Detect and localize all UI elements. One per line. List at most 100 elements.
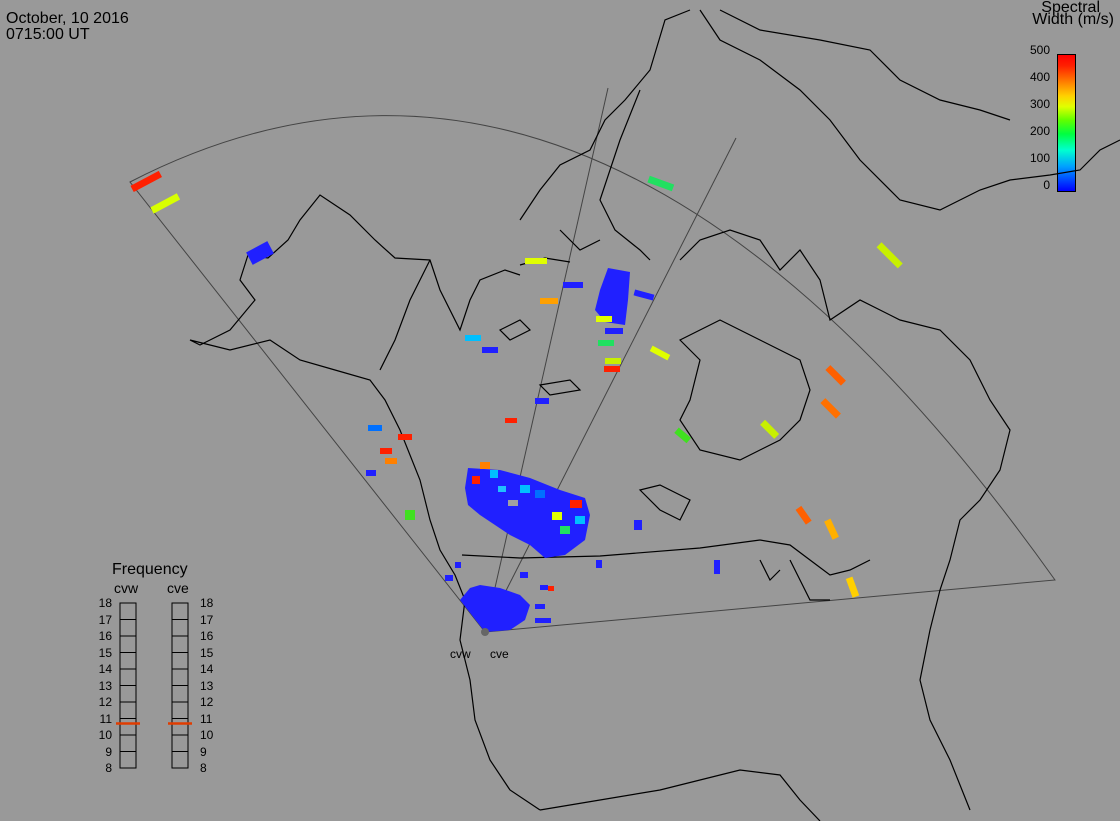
echo-cell bbox=[508, 500, 518, 506]
echo-cell bbox=[535, 490, 545, 498]
echo-cell bbox=[570, 500, 582, 508]
frequency-scale-label: 8 bbox=[105, 761, 112, 775]
frequency-scale-box-cvw bbox=[119, 685, 137, 703]
echo-cell bbox=[535, 398, 549, 404]
frequency-scale-label: 9 bbox=[105, 744, 112, 759]
echo-cell bbox=[366, 470, 376, 476]
frequency-scale-label: 14 bbox=[200, 662, 214, 676]
radar-label-cve: cve bbox=[490, 647, 509, 661]
great-lakes bbox=[759, 539, 871, 601]
echo-cell bbox=[760, 419, 780, 439]
frequency-scale-label: 15 bbox=[98, 645, 112, 660]
echo-cell bbox=[552, 512, 562, 520]
echo-cell bbox=[825, 365, 846, 386]
fov-divider-west bbox=[484, 87, 609, 633]
echo-cell bbox=[633, 289, 655, 301]
echo-patch-north bbox=[595, 268, 630, 325]
spectral-width-colorbar bbox=[1057, 54, 1076, 192]
frequency-scale-label: 12 bbox=[98, 695, 112, 709]
radar-label-cvw: cvw bbox=[450, 647, 471, 661]
echo-cell bbox=[490, 470, 498, 478]
echo-cell bbox=[634, 520, 642, 530]
time-label: 0715:00 UT bbox=[6, 26, 90, 43]
echo-cell bbox=[824, 518, 839, 540]
frequency-scale-box-cvw bbox=[119, 718, 137, 736]
frequency-scale-box-cve bbox=[171, 652, 189, 670]
colorbar-tick: 100 bbox=[1029, 151, 1050, 165]
frequency-scale-box-cvw bbox=[119, 751, 137, 769]
fov-outline bbox=[129, 87, 1056, 633]
echo-cell bbox=[548, 586, 554, 591]
frequency-radar-label-cvw: cvw bbox=[114, 580, 139, 596]
frequency-scale-label: 8 bbox=[200, 761, 207, 775]
echo-cell bbox=[596, 316, 612, 322]
echo-cell bbox=[368, 425, 382, 431]
frequency-scale-label: 13 bbox=[98, 678, 112, 693]
echo-cell bbox=[714, 560, 720, 574]
frequency-scale-label: 11 bbox=[200, 711, 213, 726]
echo-cell bbox=[535, 604, 545, 609]
west-coast bbox=[189, 254, 541, 811]
greenland-coast bbox=[699, 9, 1120, 211]
echo-cell bbox=[560, 526, 570, 534]
echo-patch-near bbox=[460, 585, 530, 632]
echo-cell bbox=[480, 462, 490, 469]
echo-cell bbox=[405, 510, 415, 520]
colorbar-title-line1: Spectral bbox=[1041, 0, 1100, 16]
echo-cell bbox=[605, 358, 621, 364]
date-label: October, 10 2016 bbox=[6, 10, 129, 27]
frequency-scale-label: 12 bbox=[200, 695, 214, 709]
echo-cell bbox=[150, 193, 181, 214]
frequency-scale-label: 16 bbox=[98, 629, 112, 643]
us-canada-border bbox=[461, 539, 761, 559]
east-coast bbox=[679, 229, 1011, 811]
coastlines bbox=[189, 9, 1120, 821]
echo-cell bbox=[505, 418, 517, 423]
frequency-scale-label: 17 bbox=[200, 612, 214, 627]
echo-cell bbox=[445, 575, 453, 581]
echo-cell bbox=[820, 398, 841, 419]
frequency-scale-box-cve bbox=[171, 701, 189, 719]
colorbar-tick: 200 bbox=[1029, 124, 1050, 138]
frequency-scale-box-cvw bbox=[119, 734, 137, 752]
echo-cell bbox=[596, 560, 602, 568]
echo-cell bbox=[563, 282, 583, 288]
frequency-title: Frequency bbox=[112, 561, 188, 578]
echo-cell bbox=[520, 572, 528, 578]
echo-cell bbox=[380, 448, 392, 454]
frequency-scale-label: 18 bbox=[200, 596, 214, 610]
colorbar-tick: 300 bbox=[1029, 97, 1050, 111]
frequency-scale-box-cvw bbox=[119, 652, 137, 670]
fov-boundary bbox=[129, 115, 1056, 633]
echo-cell bbox=[525, 258, 547, 264]
echo-cell bbox=[604, 366, 620, 372]
echo-cell bbox=[385, 458, 397, 464]
frequency-scale-box-cve bbox=[171, 668, 189, 686]
echo-patch-mid bbox=[465, 468, 590, 558]
radar-site-marker bbox=[481, 628, 489, 636]
radar-echoes bbox=[130, 170, 903, 636]
echo-cell bbox=[130, 170, 163, 193]
north-coast bbox=[247, 194, 521, 332]
fov-divider-east bbox=[484, 137, 737, 633]
colorbar-tick: 0 bbox=[1043, 178, 1050, 192]
frequency-scale-box-cve bbox=[171, 619, 189, 637]
arctic-islands bbox=[519, 9, 691, 266]
frequency-scale-box-cve bbox=[171, 685, 189, 703]
echo-cell bbox=[605, 328, 623, 334]
echo-cell bbox=[540, 298, 558, 304]
echo-cell bbox=[876, 242, 903, 269]
echo-cell bbox=[795, 505, 812, 525]
south-coast bbox=[539, 769, 821, 821]
echo-cell bbox=[540, 585, 548, 590]
frequency-scale-label: 11 bbox=[99, 711, 112, 726]
echo-cell bbox=[498, 486, 506, 492]
frequency-scale-box-cve bbox=[171, 751, 189, 769]
echo-cell bbox=[455, 562, 461, 568]
frequency-scale-box-cvw bbox=[119, 701, 137, 719]
echo-cell bbox=[520, 485, 530, 493]
colorbar-tick: 500 bbox=[1029, 43, 1050, 57]
inland-lakes bbox=[498, 319, 691, 521]
